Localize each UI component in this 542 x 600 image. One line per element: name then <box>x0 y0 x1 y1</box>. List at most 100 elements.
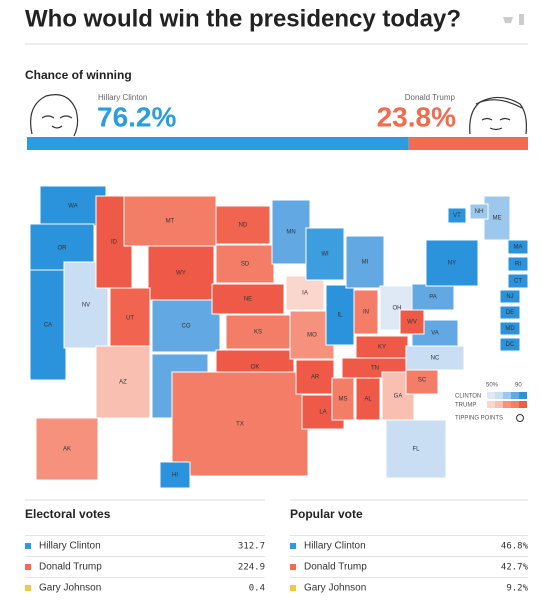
row-value: 224.9 <box>238 563 265 573</box>
tipping-marker <box>516 414 524 422</box>
state <box>499 305 521 320</box>
state <box>159 461 191 489</box>
state <box>215 205 271 245</box>
legend-swatch <box>487 401 495 408</box>
state <box>507 256 529 272</box>
twitter-icon[interactable] <box>503 17 513 23</box>
state <box>305 227 345 281</box>
row-swatch <box>290 585 296 591</box>
state-label: MS <box>339 397 348 403</box>
legend-label: 50% <box>486 383 499 389</box>
state <box>385 419 447 479</box>
state <box>345 235 385 289</box>
state-label: AR <box>311 375 320 381</box>
state <box>35 417 99 481</box>
row-value: 42.7% <box>501 563 529 573</box>
state <box>499 337 521 352</box>
title: Who would win the presidency today? <box>25 5 461 32</box>
state-label: MO <box>307 333 317 339</box>
state-label: KY <box>378 345 386 351</box>
chance-bar <box>408 137 528 150</box>
state <box>499 289 521 304</box>
chance-bar <box>27 137 409 150</box>
legend-swatch <box>487 392 495 399</box>
state <box>271 199 311 265</box>
state <box>295 359 335 395</box>
row-name: Hillary Clinton <box>304 541 366 552</box>
candidate-chance: 76.2% <box>97 101 176 132</box>
state-label: NV <box>82 303 90 309</box>
state-label: CA <box>44 323 52 329</box>
row-swatch <box>290 564 296 570</box>
state-label: WY <box>176 271 186 277</box>
state <box>447 207 467 224</box>
row-value: 46.8% <box>501 542 529 552</box>
row-name: Gary Johnson <box>304 583 366 594</box>
state <box>425 239 479 287</box>
share-icons[interactable] <box>503 14 524 25</box>
candidate-name: Hillary Clinton <box>98 93 147 102</box>
state-label: GA <box>394 394 403 400</box>
state-label: DC <box>506 342 515 348</box>
candidate-name: Donald Trump <box>405 93 456 102</box>
state-label: MN <box>286 230 295 236</box>
legend-label: CLINTON <box>455 394 481 400</box>
state-label: FL <box>412 447 420 453</box>
legend-swatch <box>511 392 519 399</box>
legend-swatch <box>503 392 511 399</box>
state-label: SD <box>241 262 250 268</box>
state-label: LA <box>319 410 326 416</box>
state <box>411 283 455 311</box>
row-name: Donald Trump <box>304 562 367 573</box>
state <box>225 314 291 350</box>
state <box>285 275 325 311</box>
state <box>211 283 285 315</box>
facebook-icon[interactable] <box>519 14 524 25</box>
state-label: WV <box>407 320 417 326</box>
row-value: 9.2% <box>506 584 528 594</box>
state <box>95 345 151 419</box>
chance-label: Chance of winning <box>25 68 132 82</box>
row-swatch <box>290 543 296 549</box>
state <box>171 371 309 477</box>
state-label: TN <box>371 366 379 372</box>
state <box>469 203 489 220</box>
legend-swatch <box>511 401 519 408</box>
state-label: MI <box>362 260 369 266</box>
state-label: OR <box>58 246 68 252</box>
state-label: NE <box>244 297 252 303</box>
state-label: AL <box>364 397 372 403</box>
state-label: CO <box>182 324 191 330</box>
legend-swatch <box>503 401 511 408</box>
row-swatch <box>25 585 31 591</box>
state <box>353 289 379 335</box>
state-label: TX <box>236 422 244 428</box>
section-title: Electoral votes <box>25 507 111 521</box>
state <box>507 239 529 255</box>
state-label: NJ <box>506 294 513 300</box>
state-label: MD <box>505 326 515 332</box>
row-swatch <box>25 543 31 549</box>
state-label: VT <box>453 213 461 219</box>
state-label: SC <box>418 378 427 384</box>
state-label: MA <box>514 245 523 251</box>
row-value: 312.7 <box>238 542 265 552</box>
state-label: WA <box>68 204 77 210</box>
trump-face <box>469 96 527 135</box>
candidate-chance: 23.8% <box>377 101 456 132</box>
legend-label: TRUMP <box>455 403 476 409</box>
legend-label: TIPPING POINTS <box>455 416 503 422</box>
legend-swatch <box>519 392 527 399</box>
state <box>147 245 215 301</box>
legend-label: 90 <box>515 383 522 389</box>
state <box>331 377 355 421</box>
state-label: HI <box>172 473 178 479</box>
state-label: MT <box>166 219 175 225</box>
state-label: IA <box>302 291 308 297</box>
legend-swatch <box>495 392 503 399</box>
state-label: ID <box>111 240 118 246</box>
state <box>109 287 151 349</box>
row-swatch <box>25 564 31 570</box>
section-title: Popular vote <box>290 507 363 521</box>
